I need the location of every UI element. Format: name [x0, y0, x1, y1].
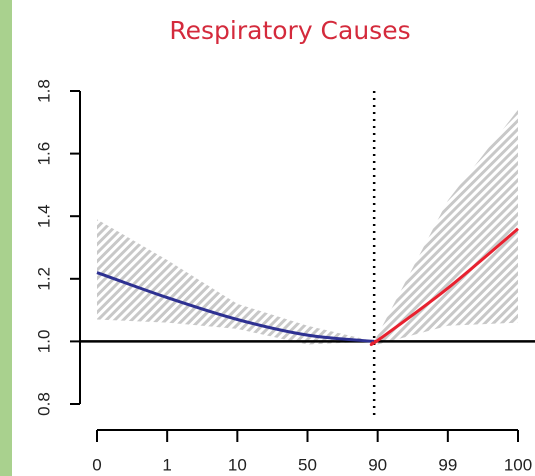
- y-tick-label: 0.8: [34, 392, 53, 416]
- x-tick-label: 100: [504, 455, 532, 474]
- y-tick-label: 1.4: [34, 204, 53, 228]
- x-tick-label: 90: [368, 455, 387, 474]
- x-tick-label: 0: [92, 455, 101, 474]
- y-tick-label: 1.6: [34, 142, 53, 166]
- chart-title: Respiratory Causes: [169, 16, 410, 45]
- side-stripe: [0, 0, 12, 476]
- confidence-band: [97, 219, 375, 345]
- curve: [96, 271, 375, 343]
- x-tick-label: 99: [438, 455, 457, 474]
- curve: [369, 227, 519, 347]
- y-tick-label: 1.8: [34, 79, 53, 103]
- y-tick-label: 1.2: [34, 267, 53, 291]
- y-tick-label: 1.0: [34, 330, 53, 354]
- confidence-band: [374, 109, 518, 345]
- x-tick-label: 10: [228, 455, 247, 474]
- x-tick-label: 50: [298, 455, 317, 474]
- x-tick-label: 1: [162, 455, 171, 474]
